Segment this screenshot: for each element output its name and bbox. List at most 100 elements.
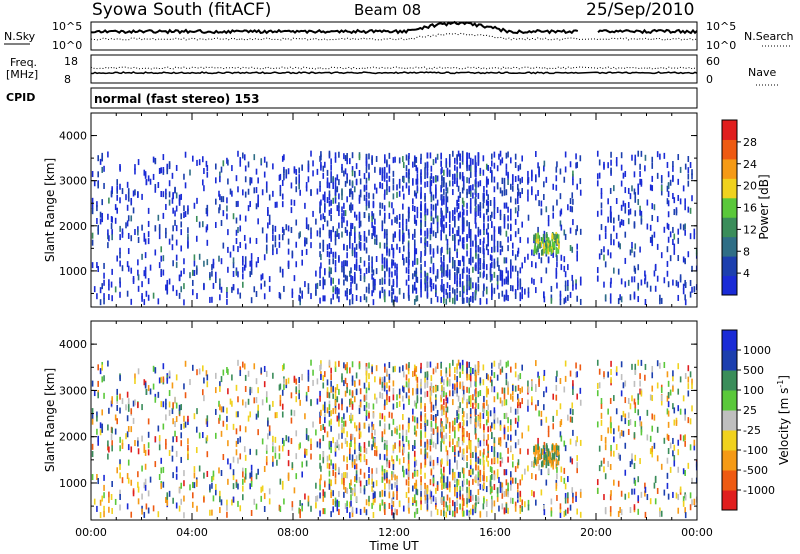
velocity-cell (466, 455, 468, 462)
power-cell (571, 206, 574, 213)
power-cell (334, 193, 337, 200)
power-cell (187, 233, 189, 240)
velocity-cell (293, 487, 296, 494)
power-cell (119, 247, 121, 254)
power-cell (651, 175, 654, 182)
velocity-cell (402, 414, 404, 421)
sky-noise-line (90, 20, 698, 35)
power-cell (496, 275, 499, 282)
velocity-cell (490, 486, 493, 493)
velocity-cell (232, 469, 235, 476)
velocity-cell (227, 440, 229, 447)
power-cell (559, 193, 562, 200)
velocity-cell (279, 394, 282, 401)
power-cell (503, 278, 506, 285)
power-cell (218, 255, 220, 262)
velocity-cell (620, 415, 623, 422)
velocity-cell (147, 418, 150, 425)
velocity-cell (477, 441, 480, 448)
velocity-cell (353, 486, 356, 493)
velocity-cell (386, 368, 388, 375)
velocity-cell (402, 443, 405, 450)
power-cell (226, 298, 228, 305)
power-cell (610, 211, 612, 218)
power-cell (158, 227, 161, 234)
velocity-cell (446, 505, 449, 512)
power-cell (408, 207, 410, 214)
cpid-mode: normal (fast stereo) 153 (94, 92, 260, 106)
power-cell (496, 240, 499, 247)
power-cell (127, 232, 130, 239)
power-cell (119, 234, 121, 241)
power-cell (379, 292, 381, 299)
velocity-cell (295, 473, 298, 480)
velocity-cell (244, 374, 247, 381)
power-cell (235, 238, 238, 245)
velocity-cell (350, 417, 352, 424)
velocity-cell (462, 448, 465, 455)
power-cell (242, 266, 244, 273)
power-cell (537, 162, 539, 169)
velocity-cell (324, 508, 326, 515)
velocity-cell (479, 377, 482, 384)
power-cell (111, 295, 113, 302)
velocity-cell (412, 472, 414, 479)
power-cell (468, 299, 471, 306)
velocity-cell (324, 481, 326, 488)
power-cell (435, 206, 437, 213)
power-cell (312, 210, 314, 217)
power-cell (121, 231, 124, 238)
velocity-cell (622, 382, 625, 389)
velocity-cell (485, 500, 488, 507)
power-cell (165, 284, 167, 291)
power-cell (121, 265, 124, 272)
velocity-cell (111, 440, 113, 447)
power-cell (551, 241, 554, 248)
power-cell (646, 223, 649, 230)
velocity-cell (538, 410, 540, 417)
velocity-cell (456, 416, 458, 423)
power-cell (609, 187, 612, 194)
power-cell (684, 223, 686, 230)
power-cell (514, 289, 517, 296)
power-cell (572, 170, 574, 177)
power-cell (461, 197, 464, 204)
power-cell (684, 258, 686, 265)
power-cell (651, 156, 654, 163)
power-cell (511, 185, 514, 192)
velocity-cell (107, 440, 109, 447)
velocity-cell (394, 474, 396, 481)
velocity-cell (598, 465, 601, 472)
power-cell (320, 154, 322, 161)
power-cell (639, 178, 641, 185)
power-cell (413, 239, 416, 246)
power-cell (91, 262, 94, 269)
power-cell (344, 180, 347, 187)
velocity-cell (596, 487, 599, 494)
velocity-cell (392, 403, 395, 410)
power-cell (232, 213, 235, 220)
power-cell (365, 236, 368, 243)
power-cell (483, 196, 485, 203)
velocity-cell (505, 469, 508, 476)
power-cell (604, 294, 607, 301)
power-cell (496, 183, 499, 190)
power-cell (456, 206, 458, 213)
velocity-cell (134, 399, 136, 406)
power-cell (402, 235, 405, 242)
power-cell (477, 157, 480, 164)
power-cell (472, 158, 474, 165)
power-cell (426, 152, 429, 159)
velocity-cell (111, 507, 113, 514)
power-cell (490, 291, 493, 298)
velocity-cell (424, 489, 427, 496)
power-cell (249, 237, 252, 244)
velocity-cell (91, 418, 94, 425)
velocity-cell (272, 455, 274, 462)
power-cell (127, 192, 130, 199)
power-cell (298, 180, 300, 187)
velocity-cell (351, 403, 354, 410)
velocity-cell (158, 438, 161, 445)
power-cell (312, 160, 314, 167)
power-cell (276, 248, 278, 255)
